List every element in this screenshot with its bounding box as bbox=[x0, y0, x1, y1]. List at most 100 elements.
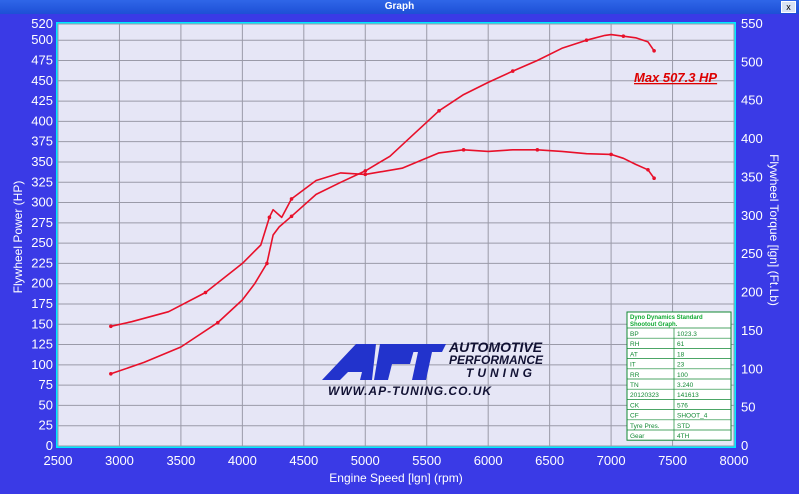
y-left-tick-label: 325 bbox=[31, 174, 53, 189]
y-right-tick-label: 350 bbox=[741, 169, 763, 184]
y-left-tick-label: 125 bbox=[31, 337, 53, 352]
data-point bbox=[461, 148, 466, 152]
data-point bbox=[621, 34, 626, 38]
settings-row-key: BP bbox=[630, 331, 639, 338]
x-tick-label: 8000 bbox=[720, 453, 749, 468]
settings-box-title-2: Shootout Graph. bbox=[630, 322, 678, 328]
y-right-tick-label: 550 bbox=[741, 16, 763, 31]
grid-lines bbox=[57, 23, 735, 447]
data-point bbox=[215, 320, 220, 325]
settings-row-value: 576 bbox=[677, 402, 688, 409]
logo-letter-p bbox=[374, 344, 414, 380]
torque-curve bbox=[110, 149, 655, 328]
data-point bbox=[652, 48, 656, 53]
logo-letter-t bbox=[406, 344, 446, 380]
y-left-tick-label: 375 bbox=[31, 134, 53, 149]
settings-row-value: 100 bbox=[677, 372, 688, 379]
x-tick-label: 7000 bbox=[597, 453, 626, 468]
plot-area bbox=[56, 22, 736, 448]
y-right-tick-label: 50 bbox=[741, 400, 755, 415]
y-left-tick-label: 275 bbox=[31, 215, 53, 230]
data-point bbox=[584, 38, 589, 43]
y-right-tick-label: 500 bbox=[741, 54, 763, 69]
y-left-tick-label: 100 bbox=[31, 357, 53, 372]
x-tick-label: 4500 bbox=[289, 453, 318, 468]
x-tick-label: 2500 bbox=[44, 453, 73, 468]
x-tick-label: 5000 bbox=[351, 453, 380, 468]
y-left-tick-label: 400 bbox=[31, 113, 53, 128]
y-right-tick-label: 200 bbox=[741, 285, 763, 300]
data-point bbox=[267, 215, 272, 220]
y-axis-label-right: Flywheel Torque [lgn] (Ft.Lb) bbox=[767, 154, 781, 306]
settings-row-value: 4TH bbox=[677, 433, 690, 440]
settings-row-value: STD bbox=[677, 423, 690, 430]
logo-line-performance: PERFORMANCE bbox=[449, 353, 544, 367]
y-left-tick-label: 75 bbox=[39, 377, 53, 392]
y-left-tick-label: 425 bbox=[31, 93, 53, 108]
apt-logo-mark bbox=[322, 344, 446, 380]
data-point bbox=[289, 214, 294, 219]
settings-row-key: Tyre Pres. bbox=[630, 423, 660, 430]
settings-row-key: IT bbox=[630, 362, 636, 369]
settings-row-key: RR bbox=[630, 372, 640, 379]
settings-box-title-1: Dyno Dynamics Standard bbox=[630, 315, 703, 321]
y-left-tick-label: 300 bbox=[31, 195, 53, 210]
y-left-tick-label: 500 bbox=[31, 32, 53, 47]
settings-row-key: TN bbox=[630, 382, 639, 389]
x-tick-label: 4000 bbox=[228, 453, 257, 468]
y-left-tick-label: 175 bbox=[31, 296, 53, 311]
x-tick-label: 7500 bbox=[658, 453, 687, 468]
settings-box-frame bbox=[626, 311, 732, 441]
logo-letter-a bbox=[322, 344, 376, 380]
x-tick-label: 6500 bbox=[535, 453, 564, 468]
y-left-tick-label: 475 bbox=[31, 53, 53, 68]
y-left-tick-label: 200 bbox=[31, 276, 53, 291]
settings-row-key: AT bbox=[630, 351, 638, 358]
settings-row-value: SHOOT_4 bbox=[677, 413, 708, 420]
settings-row-value: 141613 bbox=[677, 392, 699, 399]
settings-row-key: 20120323 bbox=[630, 392, 659, 399]
data-point bbox=[203, 290, 208, 295]
y-left-tick-label: 150 bbox=[31, 316, 53, 331]
series-group bbox=[109, 33, 656, 376]
data-point bbox=[363, 169, 368, 173]
y-left-tick-label: 225 bbox=[31, 255, 53, 270]
settings-row-value: 23 bbox=[677, 362, 685, 369]
data-point bbox=[437, 109, 441, 113]
y-right-tick-label: 150 bbox=[741, 323, 763, 338]
tick-labels: 2500 3000 3500 4000 4500 5000 5500 6000 6500 7000… bbox=[31, 16, 762, 468]
logo-line-tuning: TUNING bbox=[466, 366, 536, 380]
data-point bbox=[510, 69, 515, 73]
data-point bbox=[646, 167, 650, 172]
data-point bbox=[265, 261, 269, 266]
y-right-tick-label: 100 bbox=[741, 361, 763, 376]
y-right-tick-label: 300 bbox=[741, 208, 763, 223]
x-tick-label: 6000 bbox=[474, 453, 503, 468]
data-point bbox=[535, 148, 540, 152]
close-button[interactable]: x bbox=[781, 1, 796, 13]
y-left-tick-label: 520 bbox=[31, 16, 53, 31]
power-curve bbox=[110, 33, 655, 375]
settings-row-value: 18 bbox=[677, 351, 685, 358]
y-left-tick-label: 50 bbox=[39, 397, 53, 412]
y-right-tick-label: 0 bbox=[741, 438, 748, 453]
settings-row-key: Gear bbox=[630, 433, 645, 440]
data-point bbox=[652, 176, 656, 181]
y-right-tick-label: 250 bbox=[741, 246, 763, 261]
x-tick-label: 3500 bbox=[166, 453, 195, 468]
title-bar: Graph x bbox=[0, 0, 799, 14]
y-left-tick-label: 250 bbox=[31, 235, 53, 250]
x-tick-label: 3000 bbox=[105, 453, 134, 468]
x-axis-label: Engine Speed [lgn] (rpm) bbox=[329, 471, 462, 485]
settings-row-key: CF bbox=[630, 413, 639, 420]
data-point bbox=[363, 172, 368, 177]
logo-line-automotive: AUTOMOTIVE bbox=[448, 339, 543, 355]
settings-row-value: 3.240 bbox=[677, 382, 694, 389]
y-left-tick-label: 0 bbox=[46, 438, 53, 453]
window-title: Graph bbox=[384, 1, 415, 12]
data-point bbox=[289, 197, 294, 201]
x-tick-label: 5500 bbox=[412, 453, 441, 468]
